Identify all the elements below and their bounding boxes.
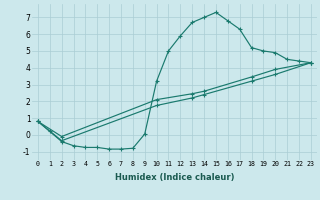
X-axis label: Humidex (Indice chaleur): Humidex (Indice chaleur) <box>115 173 234 182</box>
